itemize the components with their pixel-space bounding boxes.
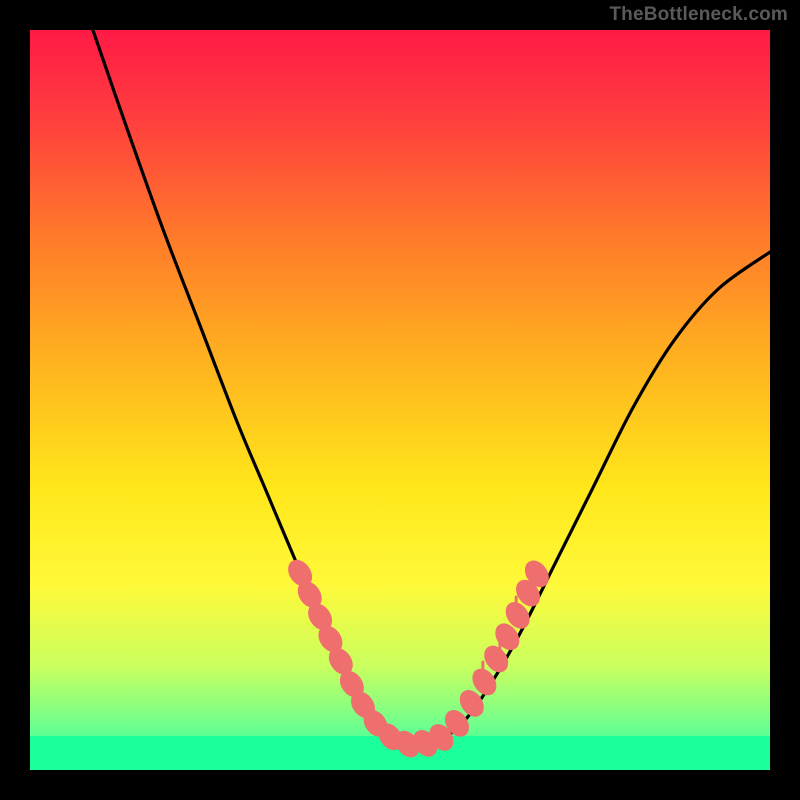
chart-frame: TheBottleneck.com xyxy=(0,0,800,800)
watermark-text: TheBottleneck.com xyxy=(609,4,788,26)
bottleneck-chart-svg xyxy=(0,0,800,800)
plot-background xyxy=(30,30,770,770)
